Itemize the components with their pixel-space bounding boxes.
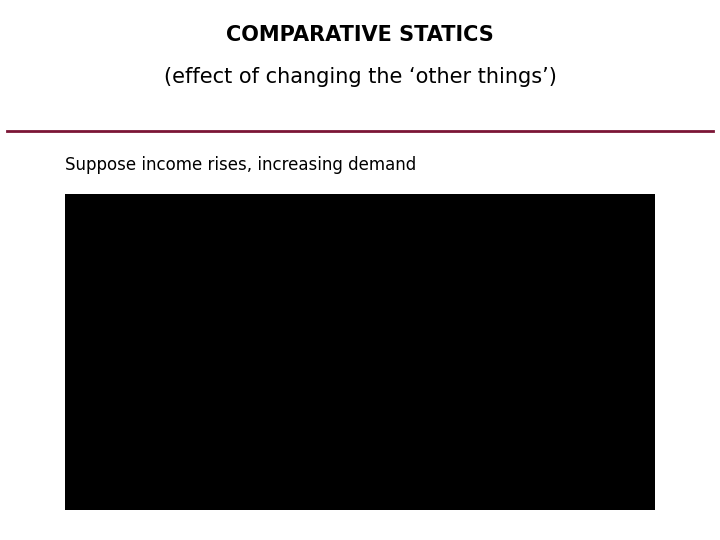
Text: COMPARATIVE STATICS: COMPARATIVE STATICS bbox=[226, 25, 494, 45]
Text: (effect of changing the ‘other things’): (effect of changing the ‘other things’) bbox=[163, 66, 557, 87]
Bar bbox=[65, 194, 655, 510]
Text: Suppose income rises, increasing demand: Suppose income rises, increasing demand bbox=[65, 156, 416, 174]
